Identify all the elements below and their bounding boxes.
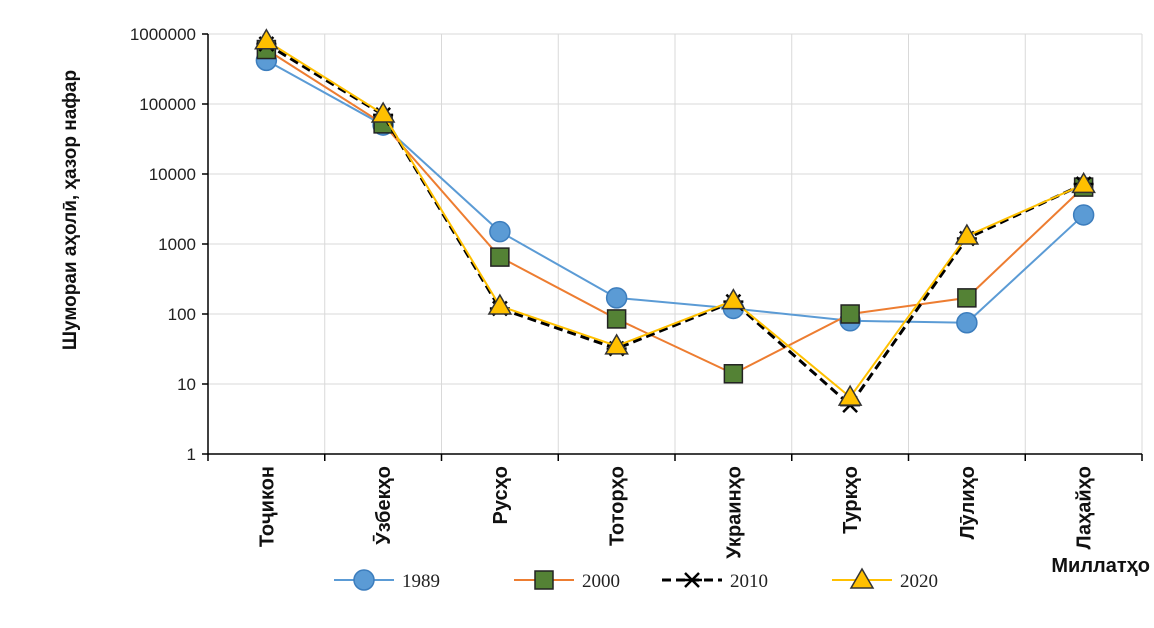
legend-marker — [534, 570, 554, 590]
data-point — [957, 288, 977, 308]
y-tick-label: 10000 — [149, 165, 196, 184]
data-point — [1072, 204, 1095, 226]
series-line — [265, 59, 1085, 324]
legend-item: 1989 — [334, 569, 440, 592]
asterisk-stroke — [684, 572, 700, 588]
data-point — [954, 223, 980, 245]
series-2020 — [254, 28, 1096, 406]
data-point — [840, 304, 860, 324]
x-tick-label: Русҳо — [490, 466, 512, 524]
x-tick-label: Украинҳо — [723, 466, 745, 559]
legend-marker — [682, 572, 702, 588]
data-point — [489, 220, 511, 243]
y-tick-label: 1000 — [158, 235, 196, 254]
y-tick-label: 1000000 — [130, 25, 196, 44]
x-tick-label: Туркҳо — [840, 466, 862, 534]
y-tick-label: 1 — [187, 445, 196, 464]
legend-item: 2000 — [514, 570, 620, 592]
y-tick-label: 100 — [168, 305, 196, 324]
x-tick-label: Тоҷикон — [256, 466, 278, 547]
data-point — [370, 101, 396, 123]
legend-item: 2020 — [832, 567, 938, 592]
x-tick-label: Тоторҳо — [607, 466, 629, 546]
legend-marker — [849, 567, 875, 589]
data-point — [956, 311, 978, 334]
data-point — [837, 384, 863, 406]
data-point — [604, 333, 629, 355]
legend-marker — [353, 569, 375, 591]
axis-labels: Шумораи аҳолӣ, ҳазор нафар Миллатҳо — [60, 70, 1150, 577]
x-tick-label: Лаҳайҳо — [1074, 466, 1096, 550]
legend-label: 2010 — [730, 571, 768, 592]
data-point — [721, 288, 746, 310]
legend-label: 1989 — [402, 571, 440, 592]
x-tick-label: Лӯлиҳо — [957, 466, 979, 540]
series-line — [265, 39, 1085, 399]
y-axis-label: Шумораи аҳолӣ, ҳазор нафар — [60, 70, 81, 350]
data-point — [723, 364, 744, 384]
x-tick-label: Ӯзбекҳо — [373, 466, 395, 545]
data-point — [1071, 171, 1096, 194]
data-point — [606, 309, 627, 329]
legend-item: 2010 — [662, 571, 768, 592]
data-point — [490, 247, 510, 267]
x-axis-label: Миллатҳо — [1051, 555, 1150, 577]
legend: 1989 2000 2010 2020 — [334, 567, 938, 592]
data-point — [254, 28, 279, 50]
legend-label: 2020 — [900, 571, 938, 592]
y-tick-label: 100000 — [139, 95, 196, 114]
data-point — [487, 293, 513, 315]
data-point — [605, 287, 628, 309]
y-tick-label: 10 — [177, 375, 196, 394]
legend-label: 2000 — [582, 571, 620, 592]
series-group — [254, 28, 1096, 413]
grid-lines — [208, 33, 1143, 454]
axes: 1 10 100 1000 10000 100000 1000000 Тоҷикон Ӯзбек… — [130, 25, 1143, 559]
